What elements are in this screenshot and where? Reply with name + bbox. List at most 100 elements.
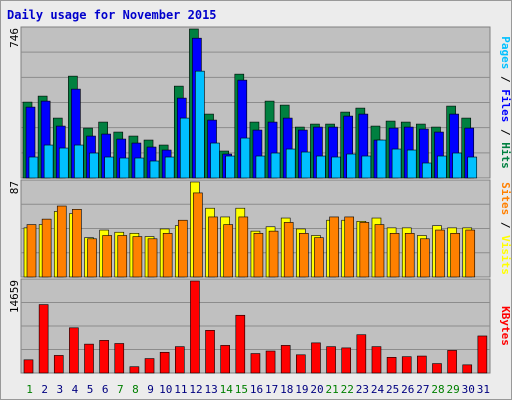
legend-entry: Files <box>499 89 512 122</box>
bar-sites-day-5 <box>87 238 97 278</box>
legend-entry: Visits <box>499 235 512 275</box>
bar-kbytes-day-25 <box>386 357 397 374</box>
bar-sites-day-18 <box>283 222 294 278</box>
x-tick-day-9: 9 <box>147 383 154 396</box>
legend: Pages / Files / Hits <box>499 36 512 169</box>
x-tick-day-12: 12 <box>189 383 202 396</box>
bar-kbytes-day-6 <box>99 340 109 374</box>
legend-entry: Pages <box>499 36 512 69</box>
x-tick-day-7: 7 <box>117 383 124 396</box>
bar-sites-day-23 <box>359 222 370 278</box>
bar-pages-day-29 <box>452 152 462 179</box>
bar-pages-day-3 <box>58 147 69 179</box>
bar-sites-day-28 <box>435 229 445 278</box>
bar-sites-day-24 <box>374 224 385 278</box>
bar-sites-day-29 <box>450 233 460 278</box>
bar-kbytes-day-19 <box>296 354 306 374</box>
bar-kbytes-day-22 <box>341 347 352 374</box>
legend-entry: / <box>499 215 512 235</box>
x-tick-day-2: 2 <box>41 383 48 396</box>
x-tick-day-22: 22 <box>341 383 354 396</box>
bar-kbytes-day-2 <box>38 304 49 374</box>
bar-sites-day-7 <box>117 235 128 278</box>
bar-kbytes-day-23 <box>356 334 367 374</box>
bar-pages-day-9 <box>149 160 160 179</box>
bar-kbytes-day-15 <box>235 314 246 374</box>
x-tick-day-1: 1 <box>26 383 33 396</box>
bar-kbytes-day-7 <box>114 343 125 374</box>
bar-pages-day-7 <box>119 157 130 179</box>
bar-sites-day-4 <box>72 208 82 278</box>
bar-pages-day-20 <box>316 155 326 179</box>
bar-sites-day-8 <box>132 236 143 278</box>
x-tick-day-4: 4 <box>72 383 79 396</box>
bar-kbytes-day-18 <box>280 345 291 374</box>
bar-sites-day-16 <box>253 233 264 278</box>
bar-pages-day-26 <box>406 149 417 179</box>
bar-pages-day-14 <box>225 155 235 179</box>
bar-kbytes-day-8 <box>129 366 140 374</box>
bar-pages-day-19 <box>301 151 311 179</box>
bar-pages-day-28 <box>437 155 447 179</box>
bar-sites-day-21 <box>329 216 339 278</box>
legend-entry: KBytes <box>499 306 512 346</box>
bar-sites-day-25 <box>389 233 400 278</box>
bar-pages-day-1 <box>28 156 39 179</box>
x-tick-day-19: 19 <box>295 383 308 396</box>
bar-sites-day-2 <box>41 218 52 278</box>
bar-sites-day-6 <box>102 235 112 278</box>
bar-kbytes-day-26 <box>401 356 412 374</box>
x-tick-day-10: 10 <box>159 383 172 396</box>
bar-sites-day-17 <box>268 230 279 278</box>
bar-sites-day-13 <box>208 216 218 278</box>
bar-kbytes-day-13 <box>205 330 215 374</box>
bar-kbytes-day-31 <box>477 335 488 374</box>
x-tick-day-5: 5 <box>87 383 94 396</box>
bar-sites-day-27 <box>420 238 430 278</box>
bar-pages-day-30 <box>467 156 478 179</box>
x-tick-day-13: 13 <box>204 383 217 396</box>
bar-pages-day-2 <box>43 144 54 179</box>
bar-kbytes-day-21 <box>326 346 336 374</box>
bar-pages-day-23 <box>361 155 372 179</box>
bar-kbytes-day-5 <box>84 343 94 374</box>
bar-pages-day-6 <box>104 156 114 179</box>
legend-entry: / <box>499 69 512 89</box>
bar-sites-day-22 <box>344 216 355 278</box>
bar-kbytes-day-28 <box>432 363 442 374</box>
bar-pages-day-24 <box>376 139 387 179</box>
bar-pages-day-13 <box>210 142 220 179</box>
bar-sites-day-26 <box>404 233 415 278</box>
x-tick-day-25: 25 <box>386 383 399 396</box>
bar-kbytes-day-14 <box>220 345 230 374</box>
x-tick-day-15: 15 <box>235 383 248 396</box>
bar-kbytes-day-17 <box>265 350 276 374</box>
x-tick-day-23: 23 <box>356 383 369 396</box>
bar-pages-day-16 <box>255 155 266 179</box>
y-max-label: 87 <box>8 181 21 194</box>
bar-kbytes-day-16 <box>250 353 261 374</box>
bar-pages-day-8 <box>134 157 145 179</box>
legend: KBytes <box>499 306 512 346</box>
bar-kbytes-day-1 <box>23 359 34 374</box>
bar-kbytes-day-3 <box>53 355 64 374</box>
bar-pages-day-12 <box>195 70 205 179</box>
bar-sites-day-9 <box>147 238 158 278</box>
x-tick-day-31: 31 <box>477 383 490 396</box>
bar-sites-day-12 <box>193 192 203 278</box>
bar-pages-day-22 <box>346 153 357 179</box>
bar-sites-day-14 <box>223 224 233 278</box>
x-tick-day-14: 14 <box>220 383 234 396</box>
x-tick-day-17: 17 <box>265 383 278 396</box>
x-tick-day-6: 6 <box>102 383 109 396</box>
bar-kbytes-day-27 <box>417 355 427 374</box>
x-tick-day-16: 16 <box>250 383 263 396</box>
x-tick-day-28: 28 <box>431 383 444 396</box>
x-tick-day-20: 20 <box>310 383 323 396</box>
bar-pages-day-25 <box>391 148 402 179</box>
bar-kbytes-day-20 <box>311 342 321 374</box>
bar-pages-day-18 <box>285 148 296 179</box>
chart-title: Daily usage for November 2015 <box>7 8 217 22</box>
bar-sites-day-15 <box>238 216 249 278</box>
bar-kbytes-day-10 <box>159 351 170 374</box>
